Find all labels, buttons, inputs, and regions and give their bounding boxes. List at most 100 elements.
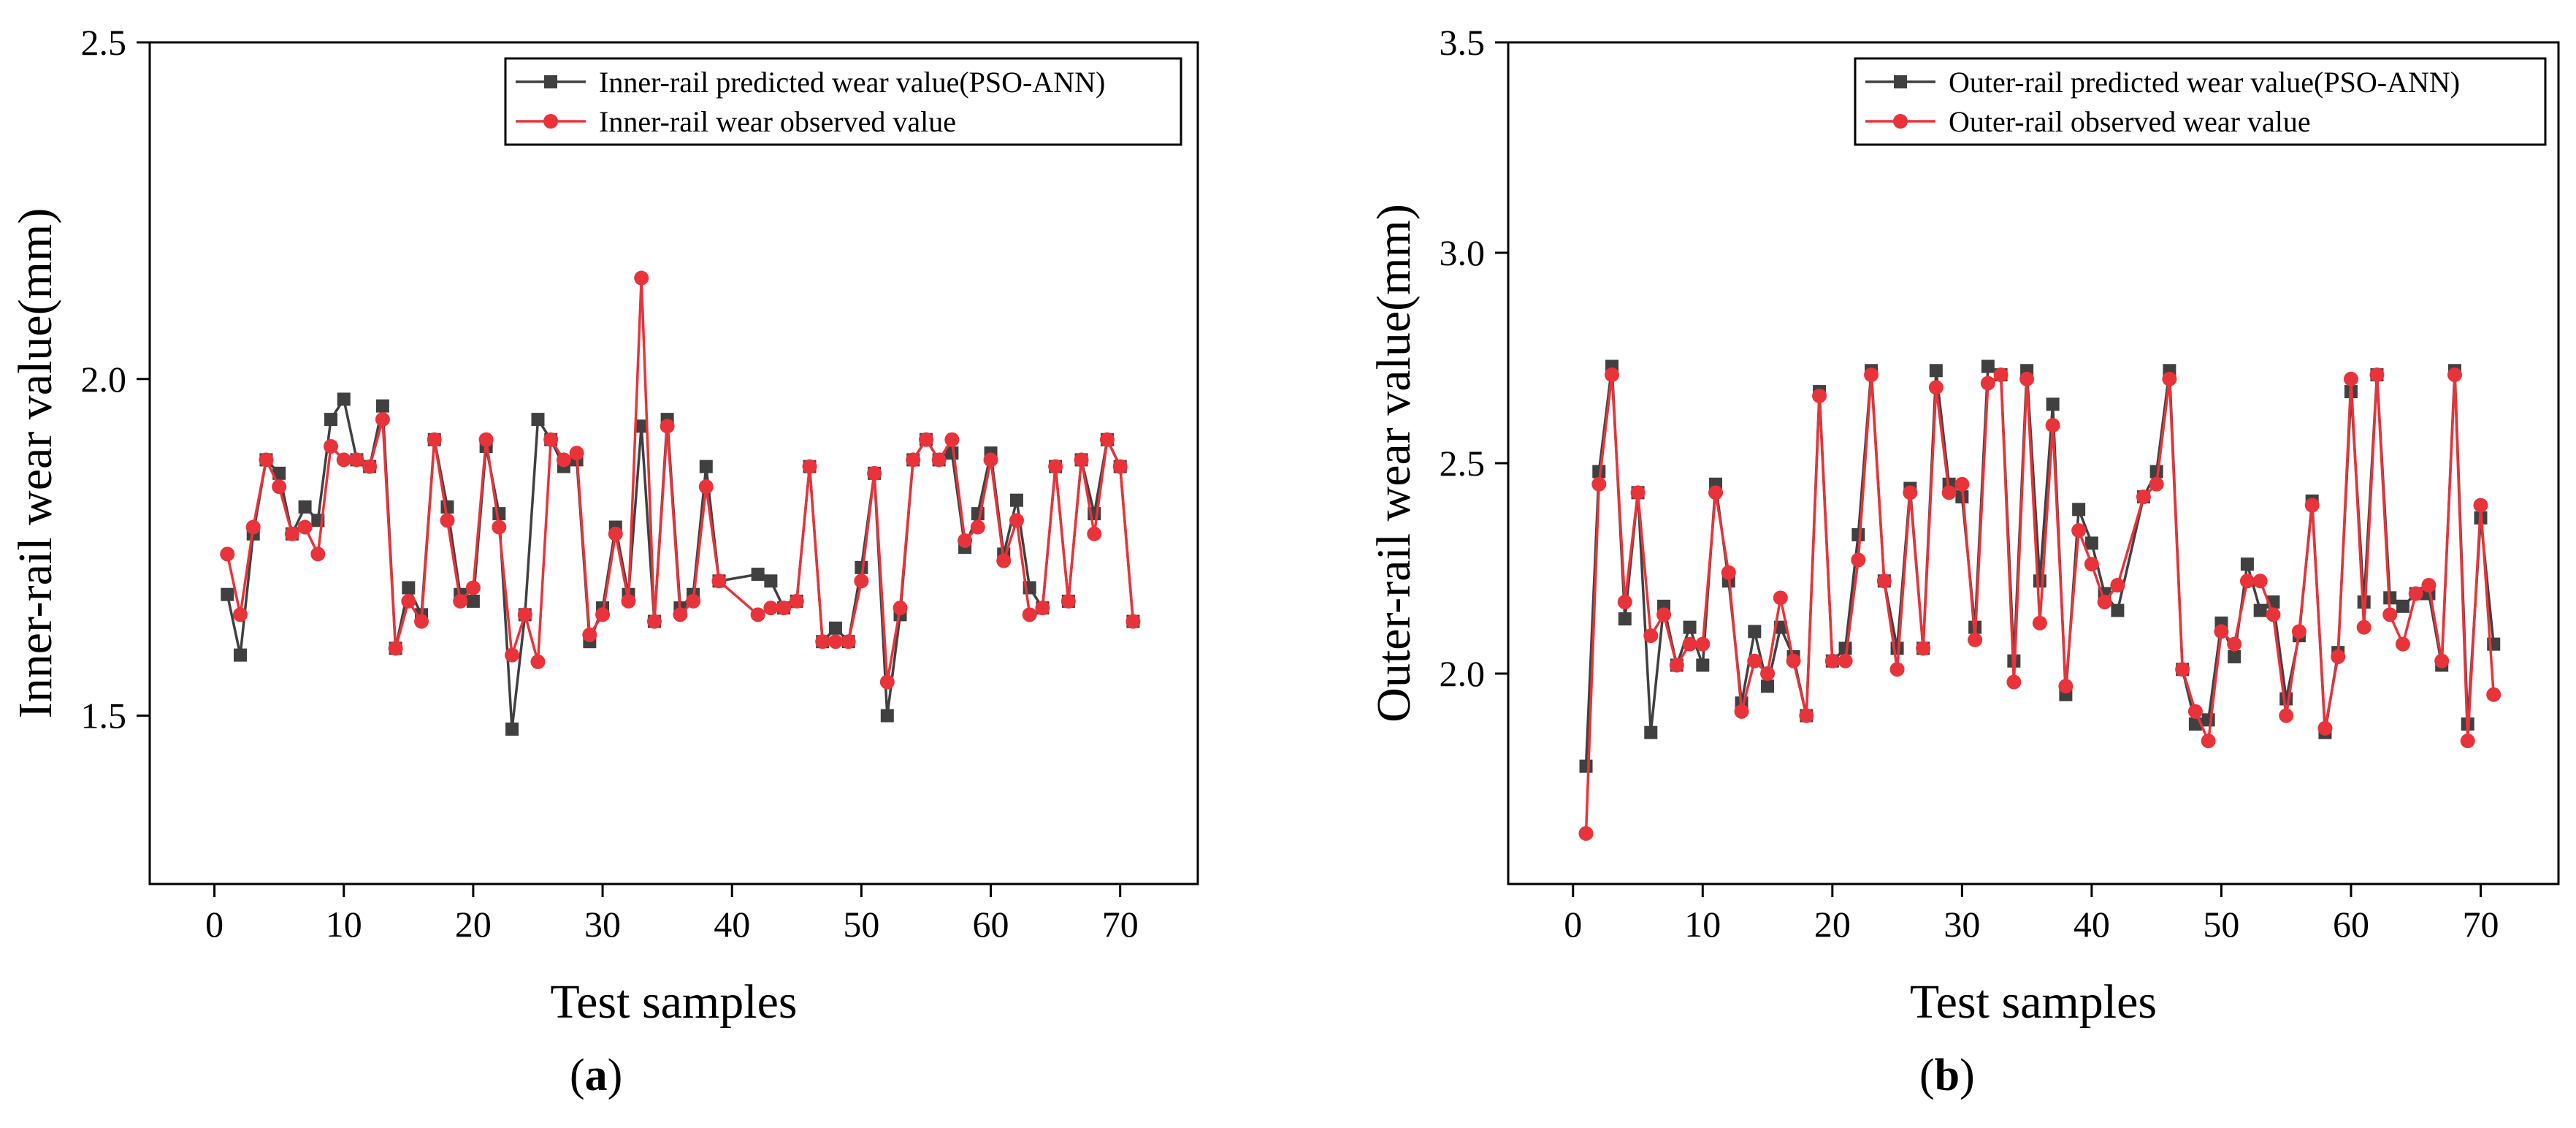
data-point [310,546,326,562]
data-point [2058,679,2074,694]
data-point [673,607,688,622]
data-point [621,593,636,609]
data-point [763,601,779,616]
data-point [2240,557,2254,571]
data-point [2032,615,2047,630]
data-point [2046,397,2060,411]
legend-item-predicted: Inner-rail predicted wear value(PSO-ANN) [516,66,1105,99]
data-point [2252,573,2268,589]
data-point [2149,465,2163,479]
data-point [2382,607,2398,622]
y-axis-title: Inner-rail wear value(mm) [9,208,62,719]
data-point [440,513,455,528]
data-point [1968,632,1983,647]
data-point [608,526,623,541]
data-point [1591,476,1607,492]
data-point [815,634,830,649]
data-point [1695,636,1711,652]
data-point [375,412,390,427]
x-tick-label: 0 [1564,904,1582,945]
data-point [1669,658,1684,673]
data-point [2006,674,2022,690]
data-point [2239,573,2255,589]
data-point [1074,452,1089,468]
legend-marker [544,75,557,88]
data-point [402,581,416,595]
data-point [867,465,882,481]
data-point [906,452,921,468]
data-point [324,438,339,454]
data-point [234,648,248,662]
data-point [298,500,312,514]
data-point [918,432,933,447]
legend: Inner-rail predicted wear value(PSO-ANN)… [504,57,1182,146]
data-point [893,601,908,616]
x-tick-label: 40 [714,904,750,945]
data-point [1683,620,1697,634]
data-point [272,479,287,495]
legend-box [504,57,1182,146]
data-point [2084,557,2099,572]
x-tick-label: 20 [455,904,492,945]
data-point [2201,733,2216,749]
data-point [2331,649,2346,664]
x-tick-label: 60 [2333,904,2369,945]
data-point [2279,692,2293,706]
data-point [324,413,338,427]
data-point [2421,578,2437,593]
data-point [245,519,261,535]
data-point [1864,367,1879,383]
data-point [711,573,727,589]
data-point [2084,536,2098,550]
data-point [1786,653,1801,668]
series-observed [220,270,1141,690]
data-point [505,647,520,663]
data-point [2071,523,2087,538]
data-point [427,432,442,447]
panel-label-letter: b [1935,1051,1960,1100]
data-point [1773,590,1788,606]
data-point [996,553,1012,568]
data-point [1734,704,1749,719]
data-point [698,479,714,495]
y-tick-label: 2.0 [1440,653,1486,694]
x-tick-label: 70 [2462,904,2499,945]
data-point [958,533,973,548]
data-point [1644,725,1658,739]
data-point [543,432,559,447]
legend-label: Outer-rail predicted wear value(PSO-ANN) [1949,66,2460,99]
data-point [2356,620,2371,635]
data-point [2045,418,2060,433]
x-tick-label: 10 [326,904,362,945]
x-tick-label: 0 [205,904,223,945]
data-point [789,593,804,609]
data-point [2279,708,2294,723]
data-point [1060,593,1076,609]
data-point [1721,565,1736,580]
legend-box [1854,57,2547,146]
data-point [944,432,960,447]
data-point [1761,679,1775,693]
chart-panel-a: 0 10 20 30 40 50 60 70 1.5 2.0 2.5 Test samples Inne… [9,22,1199,1100]
data-point [2214,624,2229,639]
data-point [569,446,584,461]
data-point [2136,489,2151,505]
data-point [530,654,546,669]
plot-frame [148,41,1199,885]
data-point [2111,603,2125,617]
data-point [1993,367,2009,383]
data-point [1125,614,1141,629]
panel-label-close: ) [608,1051,623,1100]
legend-marker [1894,75,1907,88]
data-point [2396,599,2409,613]
x-tick-label: 60 [973,904,1009,945]
x-tick-label: 50 [2203,904,2239,945]
data-point [1916,641,1931,656]
data-point [1579,759,1593,773]
x-tick-label: 40 [2074,904,2110,945]
data-point [750,607,765,622]
series-predicted [1579,359,2501,773]
data-point [595,607,611,622]
data-point [1708,485,1724,500]
